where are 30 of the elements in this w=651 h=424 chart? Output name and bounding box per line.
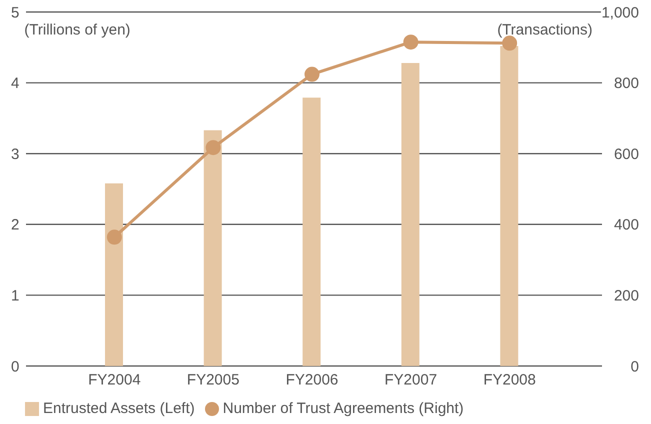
x-tick-label: FY2004 (88, 372, 141, 389)
point (206, 140, 221, 156)
x-tick-label: FY2006 (286, 372, 338, 389)
y-axis-title: (Trillions of yen) (24, 21, 130, 38)
y-tick-label: 1 (11, 287, 20, 304)
bar (500, 46, 518, 366)
y-tick-label: 3 (11, 146, 20, 163)
point (106, 230, 122, 245)
y-tick-label: 4 (11, 75, 20, 92)
y2-tick-label: 600 (614, 146, 639, 163)
bar (204, 130, 222, 366)
point (403, 34, 418, 50)
y-tick-label: 2 (11, 216, 20, 234)
bar (401, 62, 420, 366)
y2-tick-label: 200 (614, 287, 639, 304)
y-tick-label: 5 (11, 4, 20, 22)
x-tick-label: FY2007 (384, 372, 438, 389)
legend-label: Entrusted Assets (Left) (43, 400, 195, 417)
bar (105, 183, 123, 366)
y2-tick-label: 400 (614, 216, 639, 234)
legend-label: Number of Trust Agreements (Right) (222, 400, 464, 417)
y2-axis-title: (Transactions) (497, 21, 592, 38)
bar (302, 98, 321, 366)
point (304, 66, 320, 82)
y2-tick-label: 0 (630, 358, 639, 376)
y-tick-label: 0 (11, 358, 20, 376)
x-tick-label: FY2005 (186, 372, 240, 389)
y2-tick-label: 800 (614, 75, 639, 92)
x-tick-label: FY2008 (483, 372, 536, 389)
y2-tick-label: 1,000 (601, 4, 639, 22)
